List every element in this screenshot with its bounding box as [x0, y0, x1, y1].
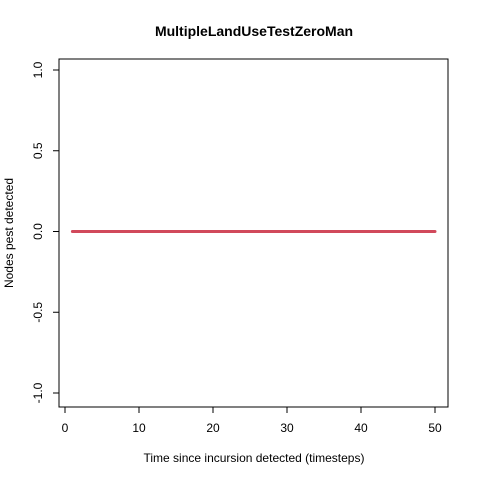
y-tick-label: -1.0 [31, 382, 45, 403]
y-tick-label: 0.0 [31, 223, 45, 240]
x-tick-label: 10 [132, 421, 146, 435]
x-axis-label: Time since incursion detected (timesteps… [144, 451, 365, 465]
chart-title: MultipleLandUseTestZeroMan [155, 23, 353, 39]
y-tick-label: -0.5 [31, 302, 45, 323]
x-axis: 0 10 20 30 40 50 [62, 406, 442, 435]
x-tick-label: 40 [354, 421, 368, 435]
x-tick-label: 0 [62, 421, 69, 435]
y-tick-label: 0.5 [31, 142, 45, 159]
y-axis: -1.0 -0.5 0.0 0.5 1.0 [31, 61, 60, 403]
x-tick-label: 30 [280, 421, 294, 435]
y-axis-label: Nodes pest detected [2, 178, 16, 288]
y-tick-label: 1.0 [31, 61, 45, 78]
x-tick-label: 20 [206, 421, 220, 435]
x-tick-label: 50 [428, 421, 442, 435]
